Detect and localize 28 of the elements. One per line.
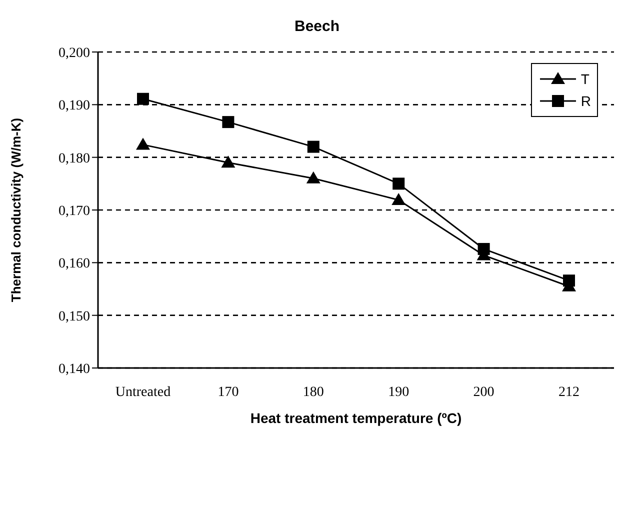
point bbox=[307, 140, 320, 153]
point bbox=[392, 192, 406, 205]
y-tick-label: 0,150 bbox=[58, 309, 90, 324]
point bbox=[222, 116, 234, 128]
y-tick-label: 0,180 bbox=[58, 151, 90, 166]
point bbox=[392, 178, 405, 190]
y-tick-label: 0,190 bbox=[58, 98, 90, 114]
legend-label: R bbox=[580, 93, 591, 109]
x-tick-label: 170 bbox=[218, 384, 239, 400]
y-tick-label: 0,170 bbox=[58, 204, 90, 219]
point bbox=[221, 156, 236, 168]
point bbox=[137, 92, 149, 105]
legend-label: T bbox=[580, 71, 590, 87]
point bbox=[306, 171, 320, 184]
y-tick-label: 0,140 bbox=[58, 362, 90, 377]
x-tick-label: 180 bbox=[302, 384, 324, 400]
y-tick-label: 0,200 bbox=[58, 46, 90, 61]
chart-title: Beech bbox=[293, 18, 341, 35]
x-tick-label: Untreated bbox=[115, 384, 171, 400]
x-tick-label: 212 bbox=[558, 384, 580, 400]
point bbox=[563, 274, 575, 287]
point bbox=[136, 138, 150, 150]
x-tick-label: 200 bbox=[473, 384, 494, 400]
x-tick-label: 190 bbox=[388, 384, 410, 400]
x-axis-title: Heat treatment temperature (ºC) bbox=[250, 410, 462, 426]
point bbox=[478, 242, 490, 255]
y-tick-label: 0,160 bbox=[58, 256, 90, 272]
y-axis-title: Thermal conductivity (W/m-K) bbox=[8, 118, 24, 302]
